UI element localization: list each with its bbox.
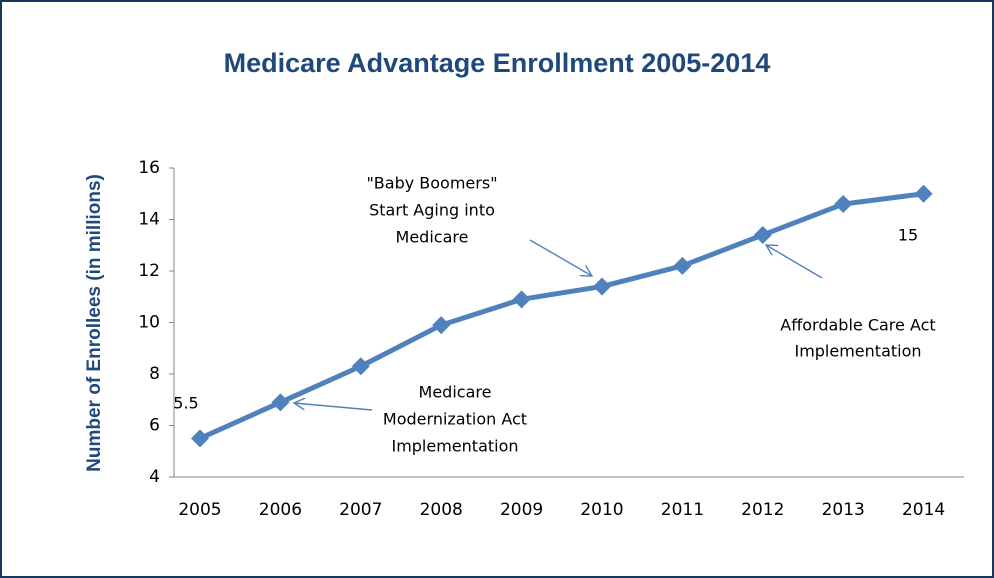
x-tick-label: 2009 (500, 500, 543, 520)
y-tick-label: 16 (138, 158, 160, 178)
annotation-arrow (766, 245, 823, 279)
annotation: Modernization Act (383, 410, 527, 429)
annotation: Medicare (396, 228, 469, 247)
point (914, 184, 933, 203)
y-tick-label: 10 (138, 313, 160, 333)
y-axis-label: Number of Enrollees (in millions) (84, 174, 105, 472)
annotation: Implementation (391, 437, 518, 456)
annotation: Medicare (419, 383, 492, 402)
x-tick-label: 2012 (741, 500, 784, 520)
y-tick-label: 8 (149, 364, 160, 384)
point (432, 316, 451, 335)
y-tick-label: 14 (138, 210, 160, 230)
x-tick-label: 2010 (580, 500, 623, 520)
annotation: Affordable Care Act (780, 316, 935, 335)
y-tick-label: 4 (149, 467, 160, 487)
data-label: 5.5 (173, 394, 198, 413)
y-tick-label: 6 (149, 416, 160, 436)
y-tick-label: 12 (138, 261, 160, 281)
point (512, 290, 531, 309)
point (191, 429, 209, 448)
point (834, 195, 853, 214)
x-tick-label: 2013 (822, 500, 865, 520)
point (673, 256, 692, 275)
annotation-arrow (529, 239, 592, 276)
point (753, 225, 772, 244)
line (198, 191, 924, 441)
point (271, 393, 290, 412)
point (593, 277, 611, 296)
point (351, 357, 370, 376)
annotation-arrow (294, 403, 373, 411)
x-tick-label: 2005 (178, 500, 221, 520)
data-label: 15 (898, 226, 918, 245)
x-tick-label: 2006 (259, 500, 302, 520)
annotation: Implementation (794, 342, 921, 361)
chart-title: Medicare Advantage Enrollment 2005-2014 (224, 48, 771, 78)
annotation: Start Aging into (369, 201, 495, 220)
x-tick-label: 2011 (661, 500, 704, 520)
x-tick-label: 2014 (902, 500, 945, 520)
x-tick-label: 2007 (339, 500, 382, 520)
annotation: "Baby Boomers" (366, 174, 497, 193)
x-tick-label: 2008 (420, 500, 463, 520)
